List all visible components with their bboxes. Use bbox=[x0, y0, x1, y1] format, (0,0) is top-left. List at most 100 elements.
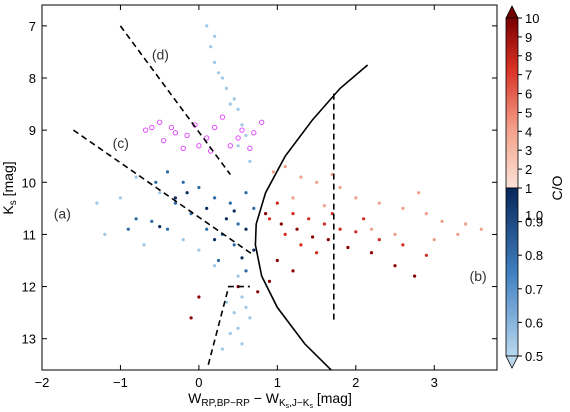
y-tick-label: 9 bbox=[29, 123, 36, 138]
scatter-point bbox=[322, 222, 326, 226]
x-tick-label: 1 bbox=[274, 375, 281, 390]
scatter-point bbox=[413, 274, 417, 278]
scatter-point bbox=[216, 71, 221, 75]
scatter-point bbox=[158, 191, 162, 195]
x-axis-ticks: −2 −1 0 1 2 3 bbox=[35, 5, 438, 390]
scatter-point bbox=[213, 60, 217, 64]
colorbar-tick-label: 0.8 bbox=[525, 248, 543, 263]
scatter-point bbox=[197, 185, 201, 190]
scatter-point bbox=[252, 206, 256, 210]
scatter-point bbox=[209, 45, 213, 49]
colorbar-tick-label: 1 bbox=[525, 181, 532, 196]
line-c bbox=[72, 129, 255, 256]
scatter-point bbox=[291, 269, 295, 273]
annotations: (a) (b) (c) (d) bbox=[54, 47, 487, 285]
scatter-point bbox=[216, 258, 221, 263]
scatter-point bbox=[160, 137, 167, 144]
scatter-point bbox=[168, 124, 175, 131]
scatter-point bbox=[432, 238, 436, 242]
scatter-point bbox=[299, 243, 303, 247]
scatter-point bbox=[181, 238, 185, 242]
scatter-point bbox=[118, 196, 122, 200]
scatter-point bbox=[248, 316, 252, 320]
scatter-point bbox=[244, 133, 248, 137]
scatter-point bbox=[264, 212, 268, 216]
colorbar-tick-label: 0.5 bbox=[525, 349, 543, 364]
scatter-point bbox=[283, 165, 287, 169]
scatter-point bbox=[369, 227, 374, 231]
scatter-point bbox=[126, 227, 130, 231]
colorbar-tick-label: 1.0 bbox=[525, 208, 543, 223]
colorbar-tick-label: 7 bbox=[525, 68, 532, 83]
x-tick-label: 2 bbox=[352, 375, 359, 390]
scatter-point bbox=[185, 191, 189, 195]
scatter-point bbox=[232, 243, 236, 247]
y-tick-label: 12 bbox=[22, 280, 36, 295]
scatter-point bbox=[205, 24, 209, 28]
scatter-point bbox=[228, 331, 232, 336]
scatter-point bbox=[267, 279, 272, 283]
scatter-point bbox=[142, 243, 146, 247]
colorbar-tick-label: 0.9 bbox=[525, 215, 543, 230]
scatter-point bbox=[224, 86, 228, 90]
scatter-point bbox=[213, 34, 217, 38]
scatter-point bbox=[401, 243, 405, 247]
scatter-point bbox=[315, 180, 319, 184]
colorbar-tick-label: 9 bbox=[525, 30, 532, 45]
scatter-point bbox=[158, 225, 162, 229]
scatter-point bbox=[275, 258, 279, 263]
scatter-point bbox=[95, 201, 99, 205]
scatter-point bbox=[299, 175, 303, 179]
colorbar-lower bbox=[505, 187, 519, 357]
scatter-point bbox=[377, 201, 381, 205]
scatter-point bbox=[232, 97, 236, 101]
y-tick-label: 8 bbox=[29, 71, 36, 86]
annotation-label: (b) bbox=[470, 268, 487, 284]
scatter-point bbox=[228, 102, 232, 106]
scatter-point bbox=[369, 251, 374, 255]
annotation-label: (c) bbox=[113, 135, 129, 151]
x-tick-label: −2 bbox=[35, 375, 50, 390]
plot-frame bbox=[41, 4, 498, 371]
colorbar-label: C/O bbox=[549, 175, 565, 200]
scatter-point bbox=[157, 119, 163, 125]
scatter-point bbox=[211, 124, 218, 131]
scatter-point bbox=[219, 114, 226, 120]
scatter-point bbox=[196, 143, 202, 149]
scatter-point bbox=[251, 130, 257, 136]
scatter-point bbox=[232, 209, 236, 213]
scatter-point bbox=[205, 227, 209, 231]
scatter-point bbox=[271, 170, 275, 174]
scatter-point bbox=[354, 230, 358, 234]
scatter-point bbox=[275, 201, 279, 205]
scatter-point bbox=[173, 196, 177, 200]
scatter-point bbox=[149, 124, 155, 131]
y-axis-ticks: 7 8 9 10 11 12 13 bbox=[22, 19, 497, 347]
scatter-point bbox=[291, 212, 295, 216]
scatter-point bbox=[417, 191, 421, 195]
scatter-point bbox=[283, 232, 287, 236]
scatter-point bbox=[235, 135, 241, 141]
scatter-point bbox=[307, 217, 311, 221]
scatter-point bbox=[291, 196, 295, 200]
colorbar-tick-label: 6 bbox=[525, 87, 532, 102]
colorbar-tick-label: 0.6 bbox=[525, 315, 543, 330]
scatter-point bbox=[154, 180, 158, 184]
scatter-point bbox=[232, 311, 236, 315]
scatter-point bbox=[377, 238, 381, 242]
scatter-point bbox=[326, 238, 330, 242]
colorbar-tick-label: 8 bbox=[525, 49, 532, 64]
scatter-point bbox=[103, 232, 107, 236]
scatter-point bbox=[189, 316, 193, 320]
scatter-point bbox=[134, 175, 138, 179]
scatter-point bbox=[172, 130, 179, 136]
colorbar-tick-label: 5 bbox=[525, 105, 532, 120]
scatter-point bbox=[181, 180, 185, 184]
scatter-point bbox=[346, 245, 350, 250]
line-d bbox=[119, 25, 231, 175]
y-tick-label: 7 bbox=[29, 19, 36, 34]
x-tick-label: 0 bbox=[195, 375, 202, 390]
curve-boundary bbox=[254, 64, 369, 370]
scatter-point bbox=[204, 135, 210, 141]
scatter-point bbox=[240, 123, 244, 127]
